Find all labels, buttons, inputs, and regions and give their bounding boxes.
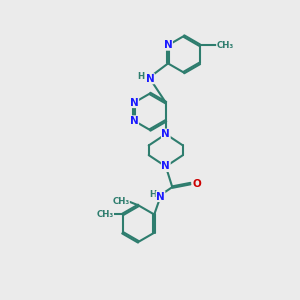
Text: CH₃: CH₃ xyxy=(217,41,234,50)
Text: H: H xyxy=(137,72,144,81)
Text: N: N xyxy=(161,161,170,172)
Text: N: N xyxy=(161,129,170,139)
Text: CH₃: CH₃ xyxy=(96,210,114,219)
Text: O: O xyxy=(192,178,201,189)
Text: CH₃: CH₃ xyxy=(112,197,129,206)
Text: N: N xyxy=(130,98,139,108)
Text: N: N xyxy=(130,116,139,126)
Text: N: N xyxy=(164,40,172,50)
Text: H: H xyxy=(149,190,156,199)
Text: N: N xyxy=(146,74,154,84)
Text: N: N xyxy=(156,191,165,202)
